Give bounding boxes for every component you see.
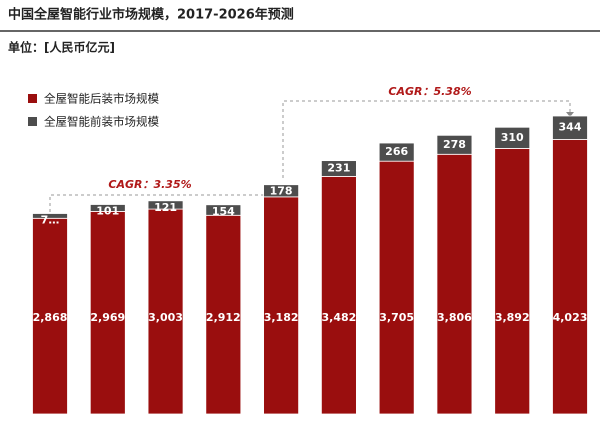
value-label: 344 — [559, 121, 582, 134]
value-label: 2,912 — [206, 311, 241, 324]
bar-segment — [89, 204, 126, 212]
bar-segment — [436, 153, 473, 415]
value-label: 3,892 — [495, 311, 530, 324]
value-label: 7… — [41, 214, 60, 227]
value-label: 3,482 — [321, 311, 356, 324]
chart-subtitle: 单位：[人民币亿元] — [8, 40, 115, 55]
value-label: 278 — [443, 138, 466, 151]
value-label: 178 — [270, 185, 293, 198]
bar-segment — [494, 126, 531, 149]
legend-swatch — [28, 94, 37, 103]
value-label: 154 — [212, 205, 235, 218]
bar-segment — [552, 139, 588, 415]
bar-segment — [147, 200, 184, 210]
value-label: 4,023 — [553, 311, 588, 324]
value-label: 101 — [96, 205, 119, 218]
annotation: CAGR：5.38% — [388, 85, 471, 98]
bar-segment — [494, 148, 531, 415]
value-label: 266 — [385, 145, 408, 158]
bar-segment — [320, 175, 357, 415]
bar-segment — [263, 184, 300, 198]
value-label: 3,182 — [264, 311, 299, 324]
bar-segment — [32, 217, 68, 415]
bar-segment — [552, 115, 588, 140]
value-label: 310 — [501, 131, 524, 144]
bar-segment — [32, 213, 68, 219]
legend-label: 全屋智能前装市场规模 — [44, 115, 159, 129]
bar-segment — [320, 160, 357, 177]
value-label: 2,969 — [90, 311, 125, 324]
bar-segment — [263, 196, 300, 415]
value-label: 3,806 — [437, 311, 472, 324]
value-label: 231 — [327, 162, 350, 175]
value-label: 121 — [154, 201, 177, 214]
bar-segment — [205, 204, 242, 216]
bar-segment — [89, 210, 126, 415]
chart-title: 中国全屋智能行业市场规模，2017-2026年预测 — [8, 7, 294, 23]
bar-segment — [378, 142, 415, 162]
legend-swatch — [28, 117, 37, 126]
bar-segment — [378, 160, 415, 415]
bar-segment — [436, 134, 473, 155]
value-label: 2,868 — [33, 311, 68, 324]
value-label: 3,003 — [148, 311, 183, 324]
value-label: 3,705 — [379, 311, 414, 324]
annotation: CAGR：3.35% — [108, 178, 191, 191]
legend-label: 全屋智能后装市场规模 — [44, 92, 159, 106]
